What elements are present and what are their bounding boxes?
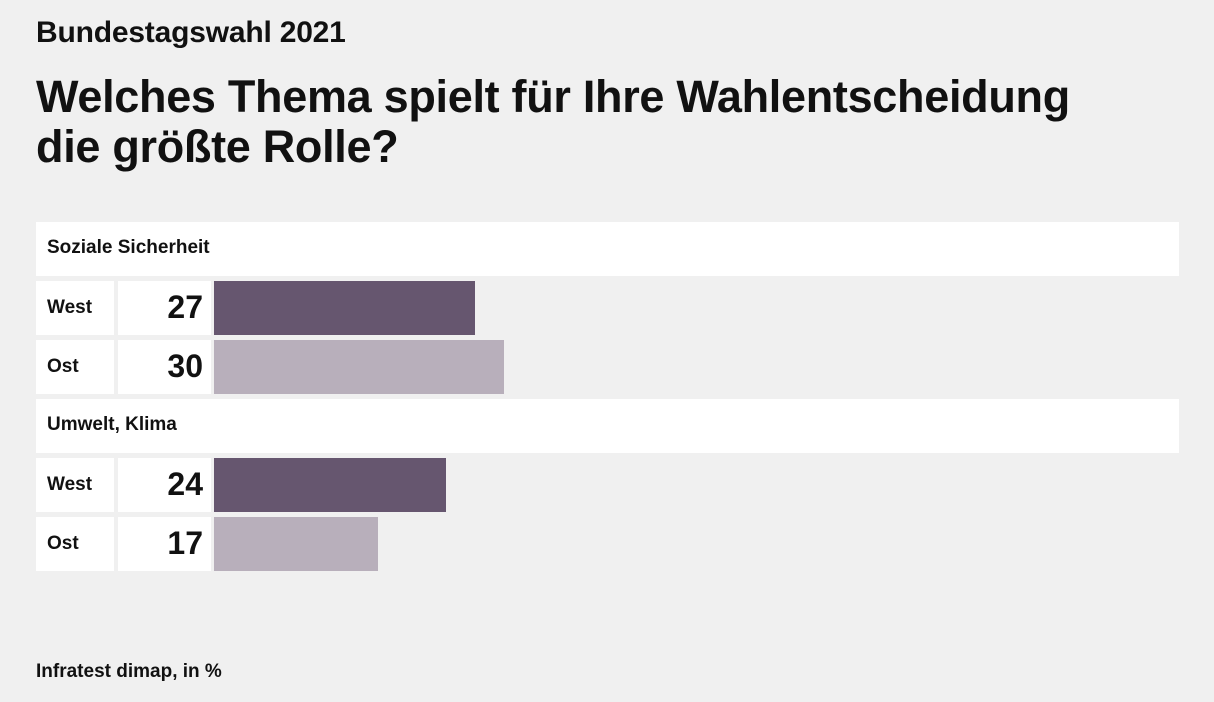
series-label-cell: West [36, 281, 114, 335]
bar-row-umwelt-klima-west: West 24 [36, 458, 1179, 512]
series-label: Ost [47, 356, 79, 377]
data-label: 30 [167, 348, 203, 384]
data-label: 17 [167, 525, 203, 561]
title-line-1: Welches Thema spielt für Ihre Wahlentsch… [36, 71, 1070, 122]
data-label: 24 [167, 466, 203, 502]
data-label-cell: 17 [118, 517, 211, 571]
kicker: Bundestagswahl 2021 [36, 16, 346, 49]
bar-west [214, 281, 475, 335]
source-note: Infratest dimap, in % [36, 661, 222, 682]
category-header-umwelt-klima: Umwelt, Klima [36, 399, 1179, 453]
title-line-2: die größte Rolle? [36, 121, 399, 172]
bar-ost [214, 517, 379, 571]
category-header-soziale-sicherheit: Soziale Sicherheit [36, 222, 1179, 276]
series-label-cell: West [36, 458, 114, 512]
category-label: Umwelt, Klima [47, 414, 177, 435]
series-label: West [47, 297, 93, 318]
page-title: Welches Thema spielt für Ihre Wahlentsch… [36, 72, 1214, 172]
bar-row-soziale-sicherheit-ost: Ost 30 [36, 340, 1179, 394]
bar-row-umwelt-klima-ost: Ost 17 [36, 517, 1179, 571]
series-label: West [47, 474, 93, 495]
series-label: Ost [47, 533, 79, 554]
series-label-cell: Ost [36, 340, 114, 394]
bar-row-soziale-sicherheit-west: West 27 [36, 281, 1179, 335]
data-label-cell: 24 [118, 458, 211, 512]
series-label-cell: Ost [36, 517, 114, 571]
category-label: Soziale Sicherheit [47, 237, 210, 258]
bar-chart: Soziale Sicherheit West 27 Ost 30 Umwelt, Kli… [36, 222, 1179, 582]
data-label-cell: 27 [118, 281, 211, 335]
bar-ost [214, 340, 504, 394]
bar-west [214, 458, 446, 512]
data-label: 27 [167, 289, 203, 325]
data-label-cell: 30 [118, 340, 211, 394]
